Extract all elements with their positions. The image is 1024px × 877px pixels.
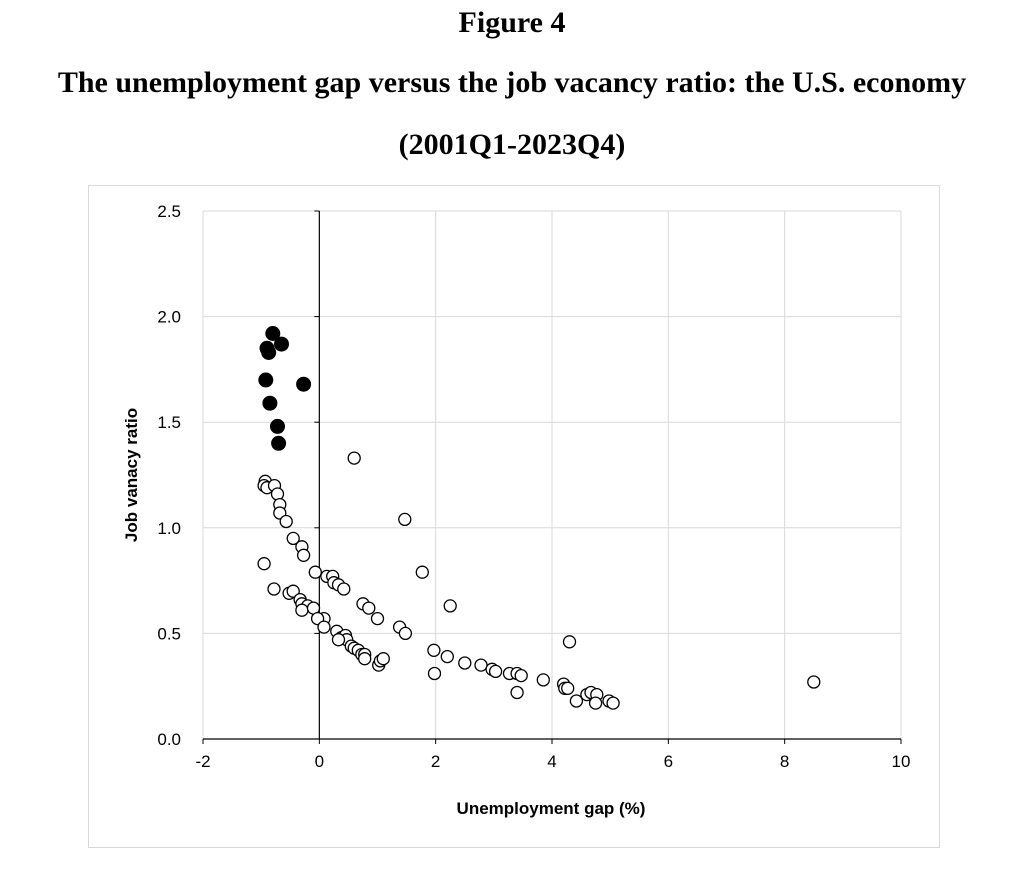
data-point-open [295,603,309,617]
figure-title: The unemployment gap versus the job vaca… [57,66,967,99]
y-tick-label: 1.5 [157,413,181,432]
y-tick-label: 0.0 [157,730,181,749]
data-point-open [536,673,550,687]
data-point-open [331,633,346,647]
data-point-filled [258,372,274,388]
data-point-open [370,611,385,626]
y-axis-title: Job vanacy ratio [122,408,141,542]
data-point-open [514,668,528,683]
x-tick-label: 4 [547,752,556,771]
data-point-open [337,582,351,596]
data-point-open [257,557,271,571]
x-axis-title: Unemployment gap (%) [457,799,646,818]
grid [202,210,902,739]
x-tick-label: 6 [664,752,673,771]
data-point-open [606,696,620,710]
x-tick-label: 0 [315,752,324,771]
data-point-open [488,664,503,679]
data-point-open [458,656,472,670]
data-point-open [807,675,821,689]
x-tick-label: 10 [892,752,911,771]
data-point-open [427,666,442,681]
data-point-filled [296,376,312,392]
axes [202,210,902,744]
data-point-filled [270,418,285,434]
data-point-open [362,601,376,615]
data-point-open [427,643,441,657]
data-point-filled [271,435,287,451]
data-point-open [267,582,281,596]
data-point-open [398,512,412,527]
data-point-open [415,565,429,579]
y-tick-label: 2.5 [157,202,181,221]
data-points [257,326,821,710]
data-point-open [562,635,577,649]
data-point-open [376,652,390,666]
data-point-open [286,584,300,598]
data-point-open [296,548,311,562]
y-tick-label: 0.5 [157,624,181,643]
data-point-open [270,487,285,501]
data-point-open [358,652,372,666]
x-tick-label: -2 [195,752,210,771]
x-tick-label: 8 [780,752,789,771]
data-point-open [398,626,413,641]
data-point-open [510,685,524,700]
figure-subtitle: (2001Q1-2023Q4) [398,128,626,161]
y-tick-label: 2.0 [157,308,181,327]
chart-area [88,185,940,848]
data-point-open [279,514,293,529]
data-point-open [347,451,361,465]
data-point-open [569,694,584,708]
data-point-open [317,620,331,634]
data-point-open [308,565,322,579]
x-tick-label: 2 [431,752,440,771]
tick-labels: -2 0 2 4 6 8 10 0.0 0.5 1.0 1.5 2.0 2.5 [157,202,910,771]
data-point-open [440,649,454,664]
data-point-filled [262,395,278,411]
figure-label: Figure 4 [458,6,566,39]
data-point-filled [265,326,281,341]
data-point-filled [261,345,277,360]
data-point-open [286,531,300,546]
data-point-open [474,658,488,672]
data-point-filled [274,336,289,352]
y-tick-label: 1.0 [157,519,181,538]
data-point-open [561,681,575,695]
data-point-open [588,696,603,710]
data-point-open [443,599,457,613]
